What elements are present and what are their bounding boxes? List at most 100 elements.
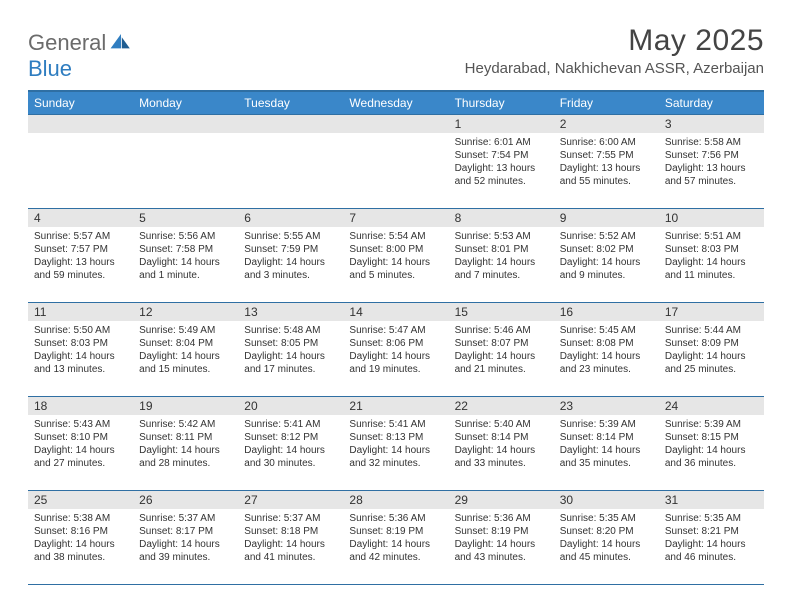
calendar-day: 26Sunrise: 5:37 AMSunset: 8:17 PMDayligh… — [133, 491, 238, 585]
calendar-day: 13Sunrise: 5:48 AMSunset: 8:05 PMDayligh… — [238, 303, 343, 397]
day-details: Sunrise: 5:56 AMSunset: 7:58 PMDaylight:… — [133, 227, 238, 286]
calendar-day: 3Sunrise: 5:58 AMSunset: 7:56 PMDaylight… — [659, 115, 764, 209]
brand-part2: Blue — [28, 56, 72, 81]
calendar-day: 27Sunrise: 5:37 AMSunset: 8:18 PMDayligh… — [238, 491, 343, 585]
sunset-line: Sunset: 8:04 PM — [139, 337, 232, 350]
header-row: GeneralBlue May 2025 Heydarabad, Nakhich… — [28, 24, 764, 82]
day-details: Sunrise: 5:41 AMSunset: 8:13 PMDaylight:… — [343, 415, 448, 474]
sail-icon — [110, 30, 132, 56]
day-number: 25 — [28, 491, 133, 509]
sunset-line: Sunset: 8:11 PM — [139, 431, 232, 444]
sunrise-line: Sunrise: 5:40 AM — [455, 418, 548, 431]
day-details: Sunrise: 5:35 AMSunset: 8:21 PMDaylight:… — [659, 509, 764, 568]
sunrise-line: Sunrise: 5:52 AM — [560, 230, 653, 243]
weekday-header: Friday — [554, 91, 659, 115]
sunset-line: Sunset: 8:08 PM — [560, 337, 653, 350]
day-number: 1 — [449, 115, 554, 133]
calendar-day: 9Sunrise: 5:52 AMSunset: 8:02 PMDaylight… — [554, 209, 659, 303]
sunrise-line: Sunrise: 5:53 AM — [455, 230, 548, 243]
weekday-header: Saturday — [659, 91, 764, 115]
day-details: Sunrise: 5:41 AMSunset: 8:12 PMDaylight:… — [238, 415, 343, 474]
location-line: Heydarabad, Nakhichevan ASSR, Azerbaijan — [465, 60, 764, 77]
calendar-week: 4Sunrise: 5:57 AMSunset: 7:57 PMDaylight… — [28, 209, 764, 303]
day-number: 28 — [343, 491, 448, 509]
day-number: 18 — [28, 397, 133, 415]
calendar-day: 12Sunrise: 5:49 AMSunset: 8:04 PMDayligh… — [133, 303, 238, 397]
calendar-day: 1Sunrise: 6:01 AMSunset: 7:54 PMDaylight… — [449, 115, 554, 209]
calendar-day: 28Sunrise: 5:36 AMSunset: 8:19 PMDayligh… — [343, 491, 448, 585]
month-title: May 2025 — [465, 24, 764, 58]
sunrise-line: Sunrise: 5:39 AM — [665, 418, 758, 431]
sunrise-line: Sunrise: 5:37 AM — [244, 512, 337, 525]
day-details: Sunrise: 5:57 AMSunset: 7:57 PMDaylight:… — [28, 227, 133, 286]
calendar-day: 4Sunrise: 5:57 AMSunset: 7:57 PMDaylight… — [28, 209, 133, 303]
daylight-line: Daylight: 14 hours and 21 minutes. — [455, 350, 548, 376]
day-details: Sunrise: 5:47 AMSunset: 8:06 PMDaylight:… — [343, 321, 448, 380]
day-number: 29 — [449, 491, 554, 509]
sunset-line: Sunset: 8:03 PM — [34, 337, 127, 350]
day-number: 8 — [449, 209, 554, 227]
day-number: 31 — [659, 491, 764, 509]
sunset-line: Sunset: 8:17 PM — [139, 525, 232, 538]
day-number: 23 — [554, 397, 659, 415]
sunrise-line: Sunrise: 6:00 AM — [560, 136, 653, 149]
calendar-day: 25Sunrise: 5:38 AMSunset: 8:16 PMDayligh… — [28, 491, 133, 585]
day-details: Sunrise: 5:35 AMSunset: 8:20 PMDaylight:… — [554, 509, 659, 568]
sunset-line: Sunset: 8:14 PM — [560, 431, 653, 444]
weekday-header: Monday — [133, 91, 238, 115]
sunset-line: Sunset: 8:06 PM — [349, 337, 442, 350]
day-details: Sunrise: 5:40 AMSunset: 8:14 PMDaylight:… — [449, 415, 554, 474]
sunrise-line: Sunrise: 5:56 AM — [139, 230, 232, 243]
sunset-line: Sunset: 8:09 PM — [665, 337, 758, 350]
day-number: 4 — [28, 209, 133, 227]
sunrise-line: Sunrise: 5:57 AM — [34, 230, 127, 243]
daylight-line: Daylight: 14 hours and 45 minutes. — [560, 538, 653, 564]
calendar-day: 8Sunrise: 5:53 AMSunset: 8:01 PMDaylight… — [449, 209, 554, 303]
sunset-line: Sunset: 7:58 PM — [139, 243, 232, 256]
calendar-day: 29Sunrise: 5:36 AMSunset: 8:19 PMDayligh… — [449, 491, 554, 585]
sunrise-line: Sunrise: 5:35 AM — [665, 512, 758, 525]
daylight-line: Daylight: 14 hours and 25 minutes. — [665, 350, 758, 376]
calendar-day: 14Sunrise: 5:47 AMSunset: 8:06 PMDayligh… — [343, 303, 448, 397]
sunset-line: Sunset: 7:55 PM — [560, 149, 653, 162]
daylight-line: Daylight: 14 hours and 15 minutes. — [139, 350, 232, 376]
daylight-line: Daylight: 14 hours and 36 minutes. — [665, 444, 758, 470]
sunset-line: Sunset: 8:00 PM — [349, 243, 442, 256]
calendar-week: 1Sunrise: 6:01 AMSunset: 7:54 PMDaylight… — [28, 115, 764, 209]
day-details: Sunrise: 5:46 AMSunset: 8:07 PMDaylight:… — [449, 321, 554, 380]
day-number — [133, 115, 238, 133]
sunrise-line: Sunrise: 5:45 AM — [560, 324, 653, 337]
weekday-header: Sunday — [28, 91, 133, 115]
sunrise-line: Sunrise: 5:44 AM — [665, 324, 758, 337]
sunrise-line: Sunrise: 5:47 AM — [349, 324, 442, 337]
calendar-day — [343, 115, 448, 209]
sunrise-line: Sunrise: 5:42 AM — [139, 418, 232, 431]
day-number: 12 — [133, 303, 238, 321]
sunrise-line: Sunrise: 5:50 AM — [34, 324, 127, 337]
sunset-line: Sunset: 8:05 PM — [244, 337, 337, 350]
day-details: Sunrise: 5:36 AMSunset: 8:19 PMDaylight:… — [449, 509, 554, 568]
day-number: 2 — [554, 115, 659, 133]
day-number: 20 — [238, 397, 343, 415]
day-details: Sunrise: 5:43 AMSunset: 8:10 PMDaylight:… — [28, 415, 133, 474]
day-number: 16 — [554, 303, 659, 321]
sunrise-line: Sunrise: 5:55 AM — [244, 230, 337, 243]
day-details: Sunrise: 5:58 AMSunset: 7:56 PMDaylight:… — [659, 133, 764, 192]
sunset-line: Sunset: 8:07 PM — [455, 337, 548, 350]
day-number: 21 — [343, 397, 448, 415]
daylight-line: Daylight: 14 hours and 17 minutes. — [244, 350, 337, 376]
day-number: 14 — [343, 303, 448, 321]
daylight-line: Daylight: 14 hours and 46 minutes. — [665, 538, 758, 564]
day-number — [28, 115, 133, 133]
sunset-line: Sunset: 8:01 PM — [455, 243, 548, 256]
calendar-table: Sunday Monday Tuesday Wednesday Thursday… — [28, 90, 764, 585]
daylight-line: Daylight: 13 hours and 55 minutes. — [560, 162, 653, 188]
sunset-line: Sunset: 8:18 PM — [244, 525, 337, 538]
day-number: 30 — [554, 491, 659, 509]
sunrise-line: Sunrise: 5:36 AM — [349, 512, 442, 525]
calendar-page: GeneralBlue May 2025 Heydarabad, Nakhich… — [0, 0, 792, 605]
sunrise-line: Sunrise: 6:01 AM — [455, 136, 548, 149]
sunset-line: Sunset: 8:13 PM — [349, 431, 442, 444]
day-number: 24 — [659, 397, 764, 415]
title-block: May 2025 Heydarabad, Nakhichevan ASSR, A… — [465, 24, 764, 77]
